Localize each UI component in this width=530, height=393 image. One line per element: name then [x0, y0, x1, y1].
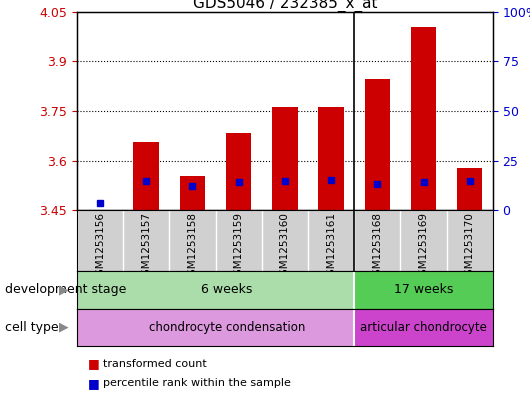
Text: GSM1253168: GSM1253168: [373, 212, 382, 282]
Bar: [77, 309, 354, 346]
Text: development stage: development stage: [5, 283, 127, 296]
Bar: [319, 107, 344, 210]
Bar: [411, 27, 436, 210]
Text: 6 weeks: 6 weeks: [201, 283, 253, 296]
Title: GDS5046 / 232385_x_at: GDS5046 / 232385_x_at: [192, 0, 377, 12]
Bar: [272, 107, 297, 210]
Bar: [457, 168, 482, 210]
Bar: [77, 271, 354, 309]
Text: cell type: cell type: [5, 321, 59, 334]
Text: GSM1253160: GSM1253160: [280, 212, 290, 282]
Text: GSM1253159: GSM1253159: [234, 212, 244, 282]
Text: GSM1253170: GSM1253170: [465, 212, 475, 282]
Text: GSM1253158: GSM1253158: [188, 212, 197, 282]
Text: GSM1253169: GSM1253169: [419, 212, 429, 282]
Text: articular chondrocyte: articular chondrocyte: [360, 321, 487, 334]
Bar: [226, 132, 251, 210]
Bar: [87, 209, 113, 210]
Text: ▶: ▶: [59, 321, 69, 334]
Text: chondrocyte condensation: chondrocyte condensation: [149, 321, 305, 334]
Bar: [354, 271, 493, 309]
Text: percentile rank within the sample: percentile rank within the sample: [103, 378, 291, 388]
Text: ■: ■: [87, 376, 99, 390]
Text: GSM1253161: GSM1253161: [326, 212, 336, 282]
Text: GSM1253156: GSM1253156: [95, 212, 105, 282]
Text: transformed count: transformed count: [103, 358, 207, 369]
Bar: [365, 79, 390, 210]
Text: ■: ■: [87, 357, 99, 370]
Bar: [180, 176, 205, 210]
Text: 17 weeks: 17 weeks: [394, 283, 453, 296]
Bar: [354, 309, 493, 346]
Text: ▶: ▶: [59, 283, 69, 296]
Text: GSM1253157: GSM1253157: [141, 212, 151, 282]
Bar: [134, 142, 159, 210]
